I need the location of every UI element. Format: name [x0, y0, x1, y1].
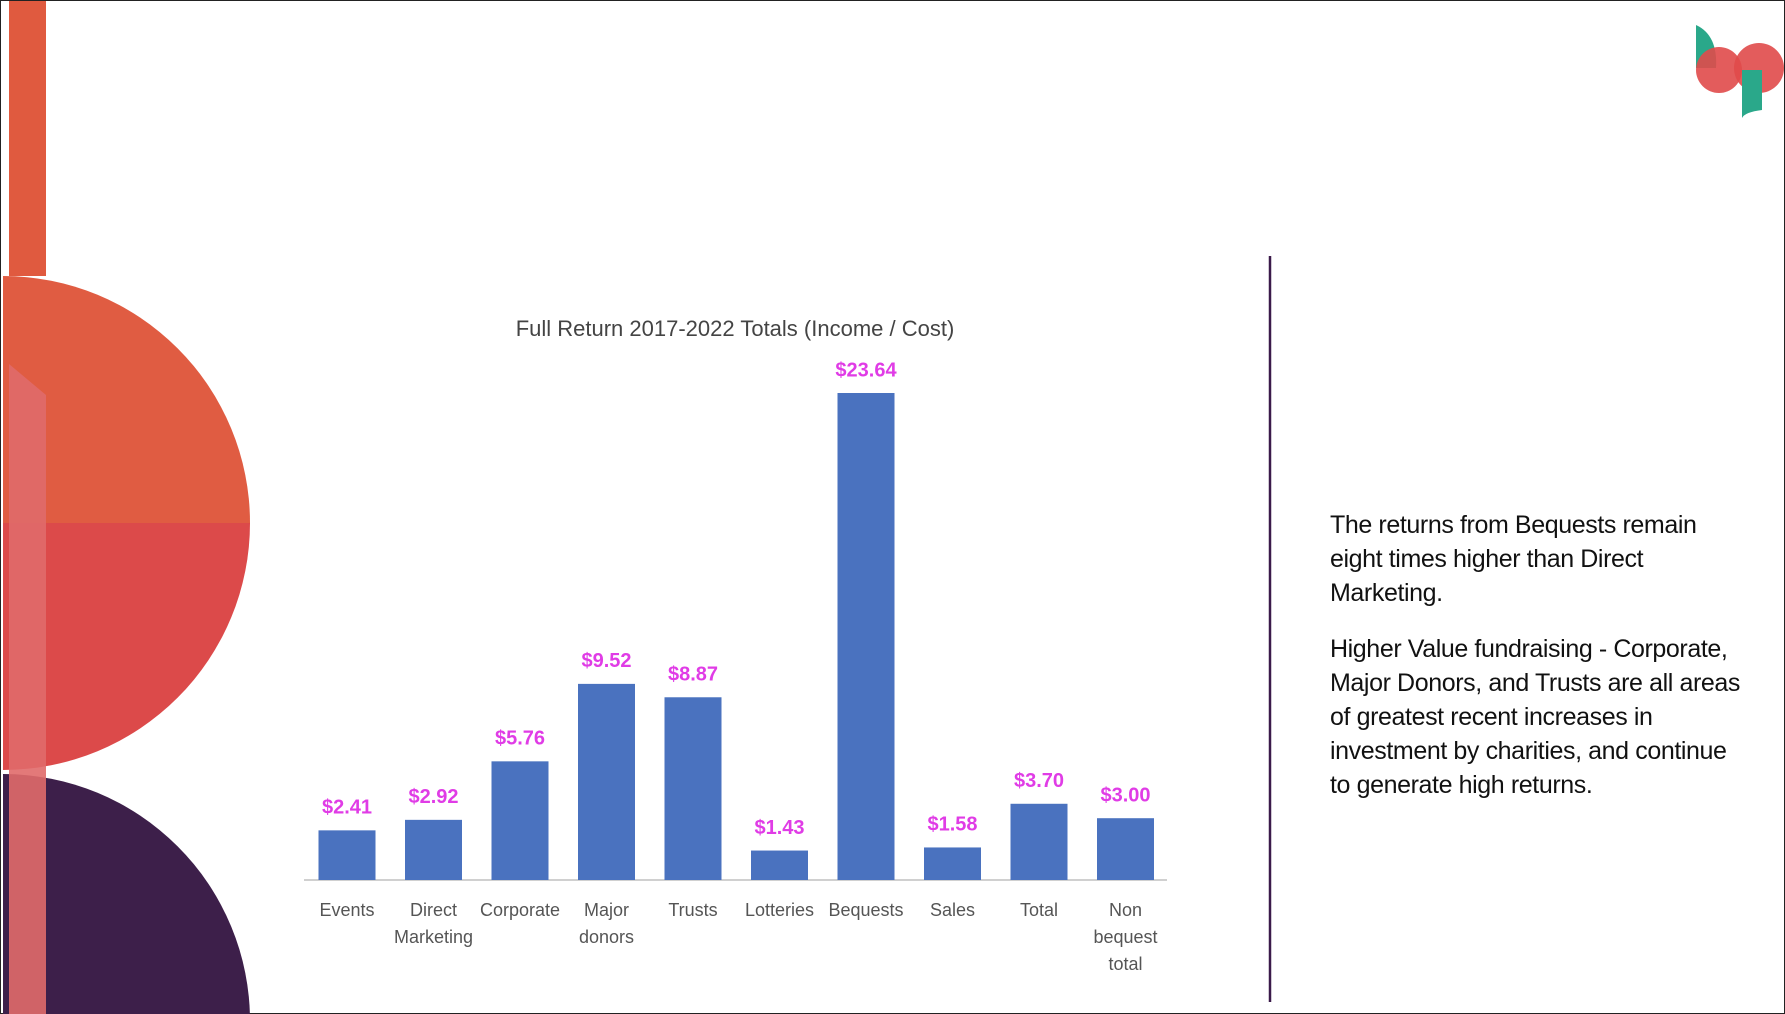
data-label: $23.64: [835, 359, 897, 381]
note: Higher Value fundraising - Corporate, Ma…: [1330, 635, 1740, 799]
bar: [664, 697, 722, 880]
data-label: $3.70: [1014, 770, 1064, 792]
x-tick-label: Bequests: [828, 900, 903, 920]
chart-title: Full Return 2017-2022 Totals (Income / C…: [516, 316, 955, 341]
bar: [837, 393, 895, 880]
data-label: $3.00: [1100, 784, 1150, 806]
decor-half: [3, 523, 250, 770]
x-tick-label: Lotteries: [745, 900, 814, 920]
decor-half: [3, 276, 250, 523]
logo: [1696, 47, 1742, 93]
note: The returns from Bequests remain eight t…: [1330, 511, 1697, 607]
bar: [405, 819, 462, 880]
decor-circle: [3, 774, 250, 1014]
notes: The returns from Bequests remain eight t…: [1330, 508, 1740, 824]
bar: [1010, 803, 1068, 880]
x-tick-label: Trusts: [668, 900, 717, 920]
x-tick-label: Major donors: [579, 900, 634, 947]
data-label: $8.87: [668, 664, 718, 686]
x-tick-label: Direct Marketing: [394, 900, 473, 947]
bar: [578, 683, 635, 880]
data-label: $9.52: [581, 650, 631, 672]
bar: [751, 850, 808, 880]
x-tick-label: Sales: [930, 900, 975, 920]
bar: [491, 761, 549, 880]
x-tick-label: Non bequest total: [1093, 900, 1157, 974]
decor-bar: [9, 1, 46, 276]
logo: [1742, 70, 1762, 118]
data-label: $1.43: [754, 817, 804, 839]
decor-strip: [9, 364, 46, 1014]
bar: [924, 847, 981, 880]
x-tick-label: Total: [1020, 900, 1058, 920]
data-label: $2.41: [322, 797, 372, 819]
x-tick-label: Corporate: [480, 900, 560, 920]
data-label: $5.76: [495, 728, 545, 750]
bar: [1097, 818, 1154, 880]
data-label: $1.58: [927, 814, 977, 836]
data-label: $2.92: [408, 786, 458, 808]
bar: [318, 830, 376, 880]
x-tick-label: Events: [319, 900, 374, 920]
